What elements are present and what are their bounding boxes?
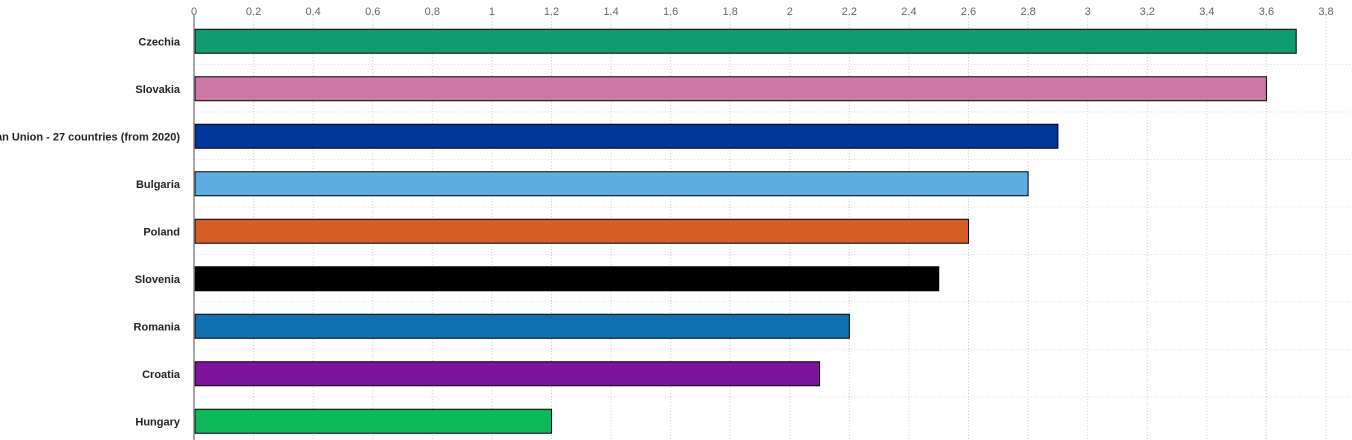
x-tick-label: 1.6 [663, 6, 678, 18]
category-label: Croatia [142, 369, 181, 381]
x-tick-label: 2 [787, 6, 793, 18]
x-tick-label: 2.8 [1020, 6, 1035, 18]
x-tick-label: 0.4 [306, 6, 321, 18]
category-labels: Czechia Slovakia European Union - 27 count… [0, 36, 181, 428]
x-tick-label: 1.4 [603, 6, 618, 18]
bar[interactable] [194, 123, 1059, 149]
bar-series [194, 28, 1297, 434]
category-label: Slovakia [135, 84, 181, 96]
x-tick-label: 2.4 [901, 6, 916, 18]
bar[interactable] [194, 171, 1029, 197]
x-axis-ticks: 0 0.2 0.4 0.6 0.8 1 1.2 1.4 1.6 1.8 2 2.2 2.4 2.6 2.8 3… [191, 6, 1334, 18]
category-label: Hungary [135, 416, 181, 428]
category-label: Bulgaria [136, 179, 181, 191]
bar[interactable] [194, 408, 552, 434]
category-label: European Union - 27 countries (from 2020… [0, 131, 180, 143]
category-label: Slovenia [135, 274, 181, 286]
x-tick-label: 3.2 [1140, 6, 1155, 18]
category-label: Czechia [138, 36, 180, 48]
x-tick-label: 2.2 [842, 6, 857, 18]
bar[interactable] [194, 361, 821, 387]
category-label: Romania [134, 321, 181, 333]
x-tick-label: 0 [191, 6, 197, 18]
bar[interactable] [194, 218, 970, 244]
x-tick-label: 3.8 [1318, 6, 1333, 18]
bar[interactable] [194, 28, 1297, 54]
x-tick-label: 2.6 [961, 6, 976, 18]
bar[interactable] [194, 313, 850, 339]
category-label: Poland [143, 226, 180, 238]
x-tick-label: 3.6 [1259, 6, 1274, 18]
x-tick-label: 1.2 [544, 6, 559, 18]
x-tick-label: 1.8 [723, 6, 738, 18]
x-tick-label: 1 [489, 6, 495, 18]
x-tick-label: 0.6 [365, 6, 380, 18]
x-tick-label: 3.4 [1199, 6, 1214, 18]
x-tick-label: 3 [1085, 6, 1091, 18]
x-tick-label: 0.8 [425, 6, 440, 18]
x-tick-label: 0.2 [246, 6, 261, 18]
bar[interactable] [194, 76, 1267, 102]
bar[interactable] [194, 266, 940, 292]
